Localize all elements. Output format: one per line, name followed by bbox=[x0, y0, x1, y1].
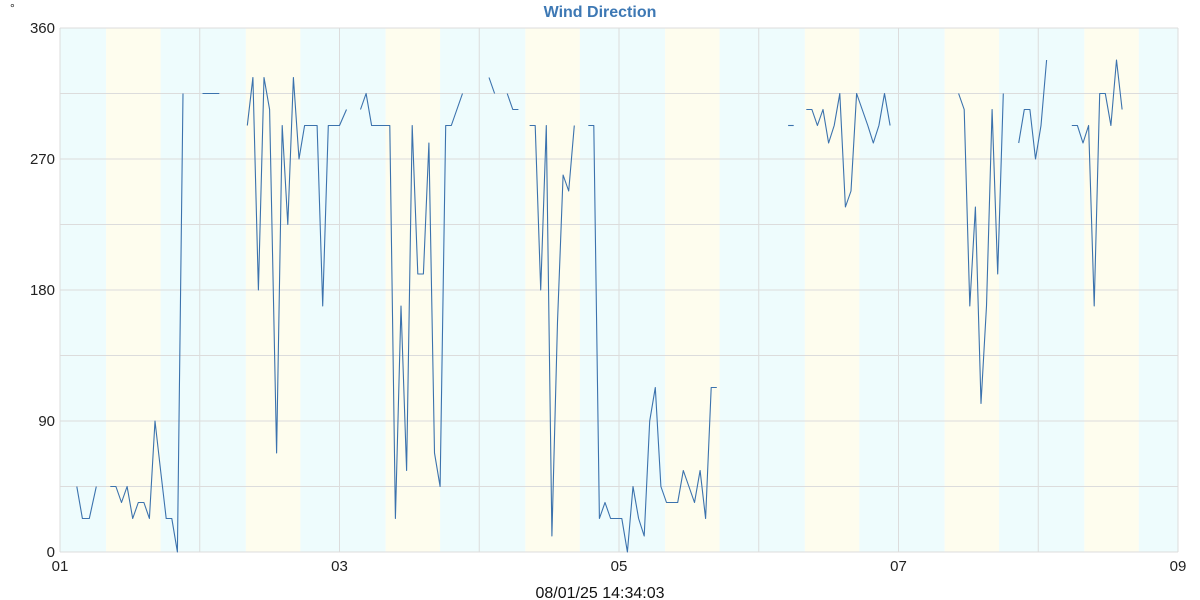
wind-direction-line bbox=[506, 93, 519, 111]
wind-direction-line bbox=[488, 77, 496, 94]
wind-direction-line bbox=[1071, 59, 1123, 307]
chart-title: Wind Direction bbox=[544, 4, 657, 21]
x-tick-label: 09 bbox=[1170, 558, 1187, 575]
y-tick-label: 0 bbox=[47, 544, 55, 561]
data-series bbox=[76, 59, 1123, 553]
y-tick-label: 180 bbox=[30, 282, 55, 299]
wind-direction-line bbox=[958, 93, 1004, 405]
wind-direction-line bbox=[359, 92, 464, 520]
wind-direction-line bbox=[76, 486, 97, 520]
x-tick-label: 07 bbox=[890, 558, 907, 575]
wind-direction-line bbox=[110, 93, 184, 553]
y-axis-ticks: 0 90 180 270 360 bbox=[30, 20, 55, 561]
x-tick-label: 03 bbox=[331, 558, 348, 575]
y-tick-label: 270 bbox=[30, 151, 55, 168]
y-tick-label: 360 bbox=[30, 20, 55, 37]
y-tick-label: 90 bbox=[38, 413, 55, 430]
x-tick-label: 05 bbox=[611, 558, 628, 575]
wind-direction-line bbox=[1018, 59, 1048, 160]
wind-direction-line bbox=[529, 124, 575, 537]
grid-lines bbox=[59, 27, 1179, 553]
x-axis-ticks: 01 03 05 07 09 bbox=[52, 558, 1187, 575]
timestamp-label: 08/01/25 14:34:03 bbox=[535, 585, 664, 600]
wind-direction-line bbox=[806, 92, 891, 208]
y-axis-unit: ° bbox=[10, 1, 15, 15]
wind-direction-line bbox=[246, 76, 348, 454]
wind-direction-line bbox=[588, 124, 717, 553]
x-tick-label: 01 bbox=[52, 558, 69, 575]
